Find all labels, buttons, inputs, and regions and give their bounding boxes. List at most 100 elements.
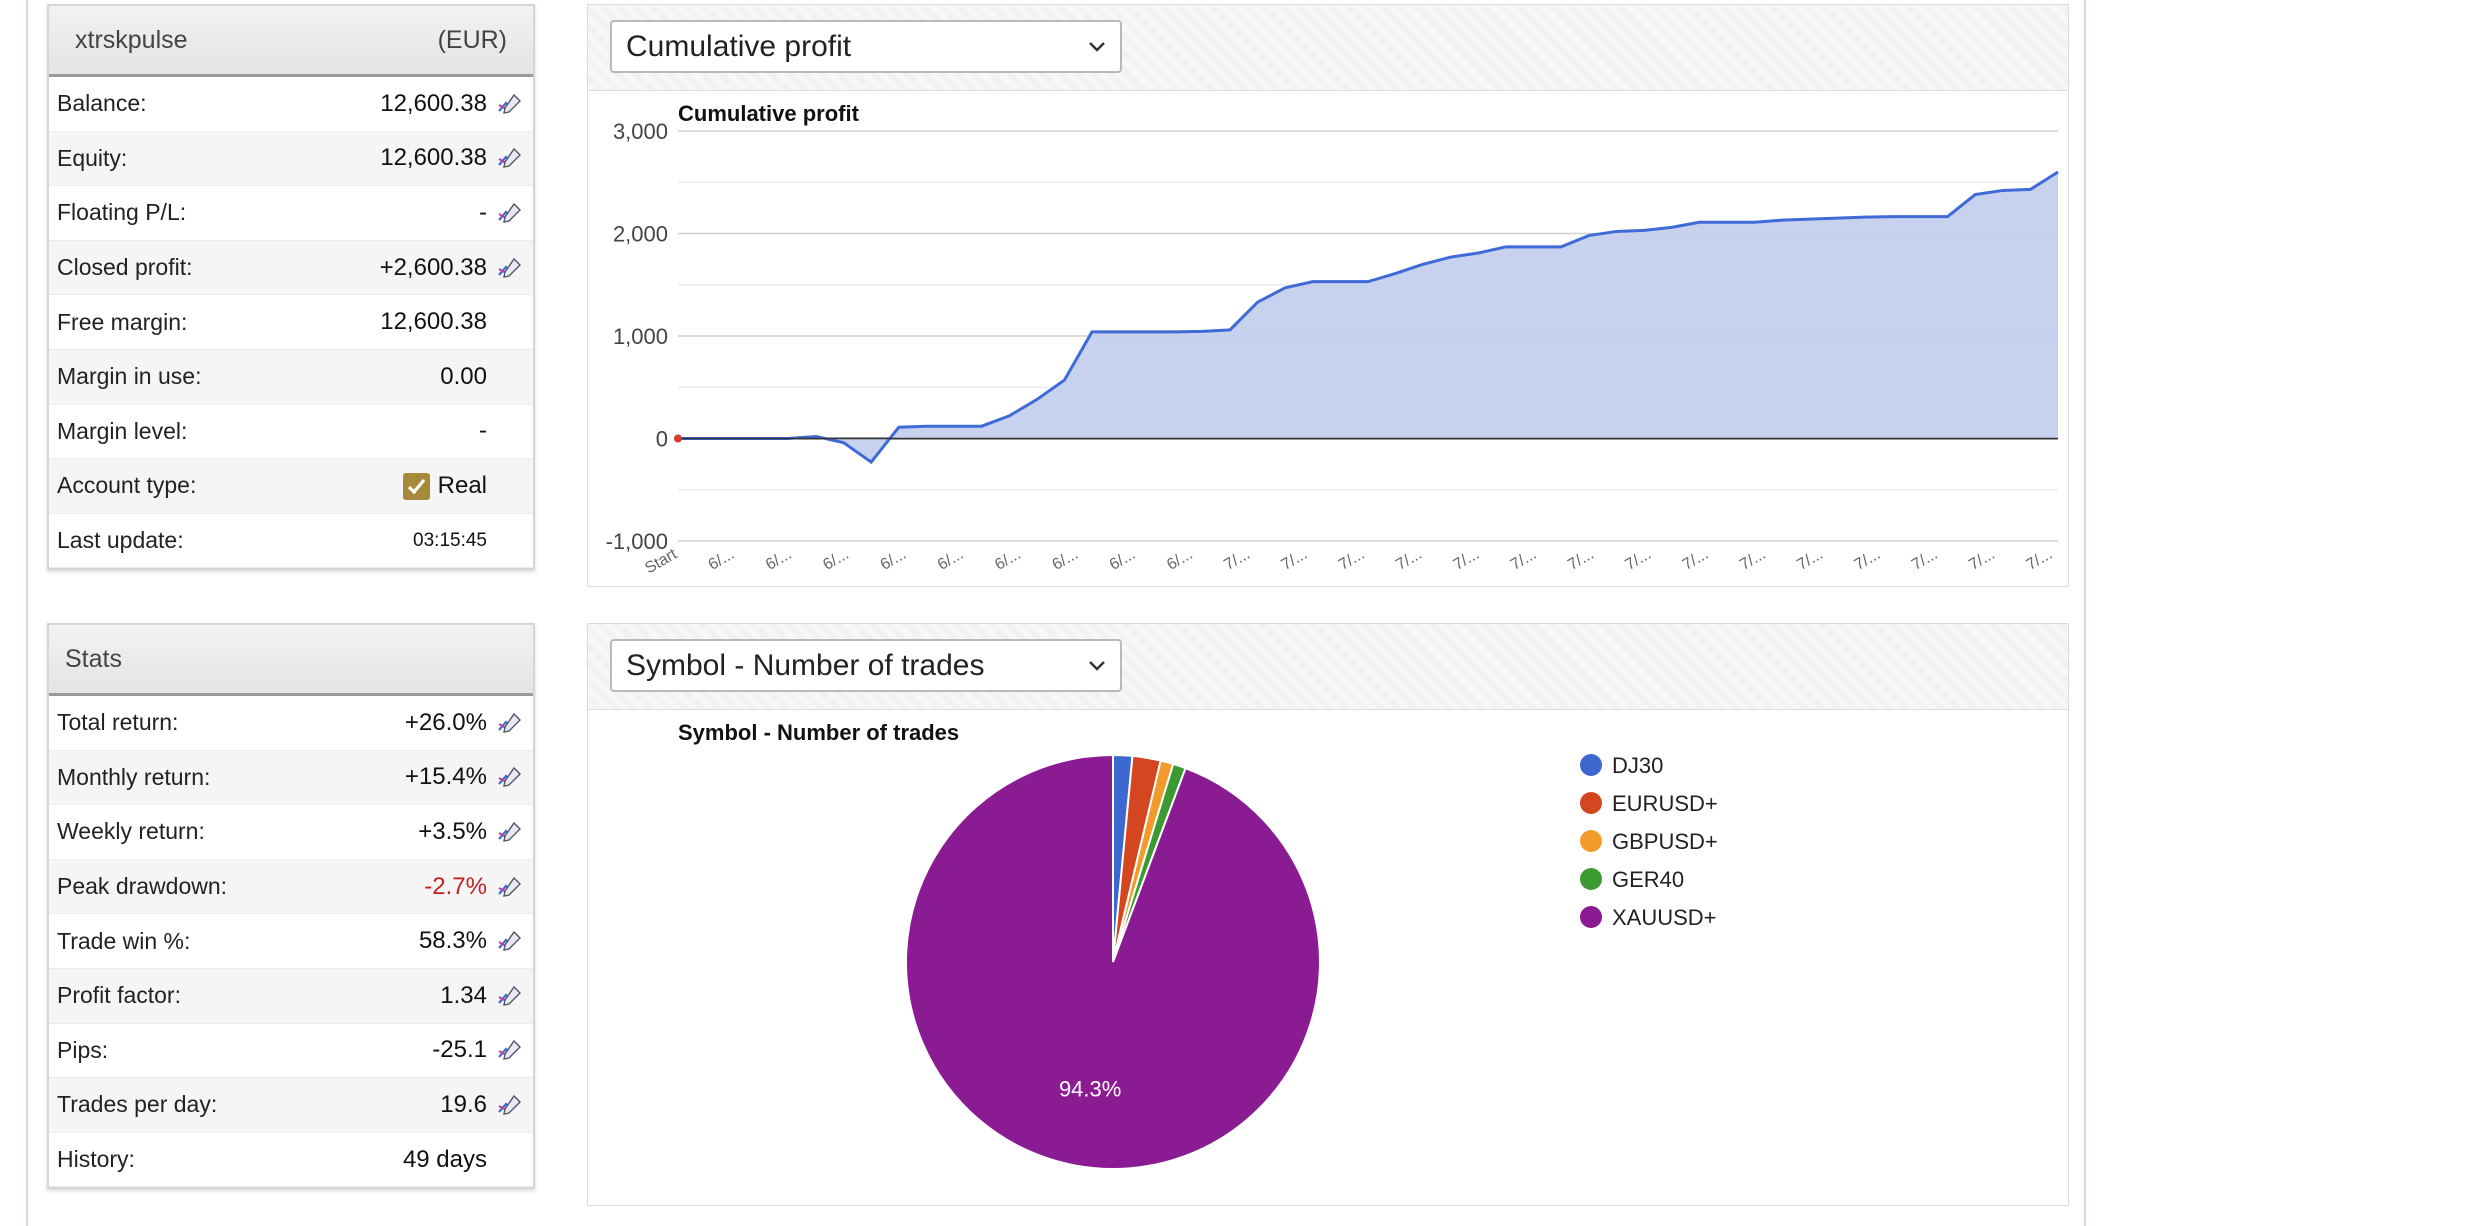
stats-row-value: 1.34	[440, 981, 487, 1009]
pencil-chart-icon[interactable]	[497, 202, 523, 224]
account-row-label: Free margin:	[57, 308, 188, 335]
y-tick-label: -1,000	[606, 529, 668, 554]
pencil-chart-icon[interactable]	[497, 147, 523, 169]
y-tick-label: 0	[656, 427, 668, 452]
stats-row-value: +3.5%	[418, 817, 487, 845]
pencil-chart-icon[interactable]	[497, 876, 523, 898]
edit-button[interactable]	[487, 77, 533, 131]
edit-button[interactable]	[487, 860, 533, 914]
pencil-chart-icon[interactable]	[497, 1094, 523, 1116]
stats-row-label: Trades per day:	[57, 1091, 218, 1118]
account-row-value: 12,600.38	[380, 144, 487, 172]
stats-row: Weekly return: +3.5%	[49, 805, 533, 860]
checkmark-icon[interactable]	[402, 473, 430, 501]
account-row-value: 03:15:45	[413, 529, 487, 551]
legend-swatch	[1580, 792, 1602, 814]
edit-button[interactable]	[487, 241, 533, 295]
x-tick-label: 7/...	[1336, 546, 1368, 574]
account-row-label: Last update:	[57, 527, 184, 554]
edit-button[interactable]	[487, 805, 533, 859]
pie-slice-label: 94.3%	[1059, 1076, 1121, 1101]
account-row: Margin level: -	[49, 405, 533, 460]
pencil-chart-icon[interactable]	[497, 930, 523, 952]
edit-button[interactable]	[487, 1078, 533, 1132]
legend-item[interactable]: EURUSD+	[1580, 791, 1718, 816]
stats-row-value: -2.7%	[424, 872, 487, 900]
stats-row-label: Peak drawdown:	[57, 873, 228, 900]
pencil-chart-icon[interactable]	[497, 766, 523, 788]
account-panel: xtrskpulse (EUR) Balance: 12,600.38 Equity…	[47, 4, 535, 571]
account-row-label: Margin level:	[57, 417, 188, 444]
legend-item[interactable]: GBPUSD+	[1580, 829, 1718, 854]
edit-button[interactable]	[487, 751, 533, 805]
pencil-chart-icon[interactable]	[497, 93, 523, 115]
start-point	[674, 434, 682, 443]
legend-label: XAUUSD+	[1612, 905, 1717, 930]
stats-row-label: Pips:	[57, 1036, 109, 1063]
pie-type-select[interactable]: Symbol - Number of trades	[610, 639, 1122, 692]
account-panel-header: xtrskpulse (EUR)	[49, 6, 533, 77]
account-currency: (EUR)	[437, 25, 507, 54]
chart-selector-bar: Cumulative profit	[588, 5, 2068, 91]
account-row-label: Account type:	[57, 472, 197, 499]
legend-item[interactable]: XAUUSD+	[1580, 905, 1717, 930]
account-row: Free margin: 12,600.38	[49, 295, 533, 350]
stats-row-value: 58.3%	[418, 927, 487, 955]
stats-row: Trade win %: 58.3%	[49, 914, 533, 969]
pencil-chart-icon[interactable]	[497, 1039, 523, 1061]
legend-item[interactable]: GER40	[1580, 867, 1684, 892]
x-tick-label: 6/...	[820, 546, 852, 574]
x-tick-label: 6/...	[1049, 546, 1081, 574]
account-row-label: Margin in use:	[57, 363, 202, 390]
stats-row-value: 19.6	[440, 1090, 487, 1118]
account-row-label: Closed profit:	[57, 254, 193, 281]
edit-placeholder	[487, 295, 533, 349]
pencil-chart-icon[interactable]	[497, 821, 523, 843]
stats-title: Stats	[65, 644, 122, 673]
stats-panel: Stats Total return: +26.0% Monthly return:…	[47, 623, 535, 1190]
stats-row: History: 49 days	[49, 1133, 533, 1188]
x-tick-label: 7/...	[1279, 546, 1311, 574]
account-row: Balance: 12,600.38	[49, 77, 533, 132]
x-tick-label: 7/...	[1221, 546, 1253, 574]
pencil-chart-icon[interactable]	[497, 985, 523, 1007]
edit-button[interactable]	[487, 914, 533, 968]
x-tick-label: 6/...	[878, 546, 910, 574]
legend-swatch	[1580, 830, 1602, 852]
pencil-chart-icon[interactable]	[497, 257, 523, 279]
edit-button[interactable]	[487, 186, 533, 240]
edit-button[interactable]	[487, 969, 533, 1023]
pie-slice-xauusd	[905, 753, 1321, 1170]
symbol-trades-chart: Symbol - Number of trades 94.3% DJ30 EURUSD…	[678, 720, 1718, 1170]
pencil-chart-icon[interactable]	[497, 712, 523, 734]
chart-type-select[interactable]: Cumulative profit	[610, 20, 1122, 73]
x-tick-label: 6/...	[1107, 546, 1139, 574]
edit-button[interactable]	[487, 132, 533, 186]
x-tick-label: 6/...	[1164, 546, 1196, 574]
legend-label: DJ30	[1612, 753, 1663, 778]
edit-placeholder	[487, 459, 533, 513]
account-row-value: -	[479, 417, 487, 445]
legend-swatch	[1580, 868, 1602, 890]
edit-button[interactable]	[487, 1024, 533, 1078]
stats-row: Peak drawdown: -2.7%	[49, 859, 533, 915]
x-tick-label: 6/...	[706, 546, 738, 574]
legend-item[interactable]: DJ30	[1580, 753, 1663, 778]
x-tick-label: 7/...	[1393, 546, 1425, 574]
account-row-value: +2,600.38	[379, 253, 487, 281]
stats-row-label: Monthly return:	[57, 763, 211, 790]
x-tick-label: 7/...	[1909, 546, 1941, 574]
x-tick-label: 7/...	[1508, 546, 1540, 574]
account-row: Closed profit: +2,600.38	[49, 240, 533, 296]
cumulative-profit-line	[678, 170, 2059, 465]
chevron-down-icon	[1089, 41, 1105, 52]
x-tick-label: 7/...	[1794, 546, 1826, 574]
stats-row: Pips: -25.1	[49, 1024, 533, 1079]
edit-button[interactable]	[487, 696, 533, 750]
x-tick-label: 7/...	[1451, 546, 1483, 574]
symbol-trades-panel: Symbol - Number of trades Symbol - Numbe…	[587, 623, 2069, 1206]
account-row-value: 12,600.38	[380, 89, 487, 117]
chart-selector-bar-2: Symbol - Number of trades	[588, 624, 2068, 710]
account-row: Floating P/L: -	[49, 186, 533, 241]
stats-row-label: History:	[57, 1146, 135, 1173]
